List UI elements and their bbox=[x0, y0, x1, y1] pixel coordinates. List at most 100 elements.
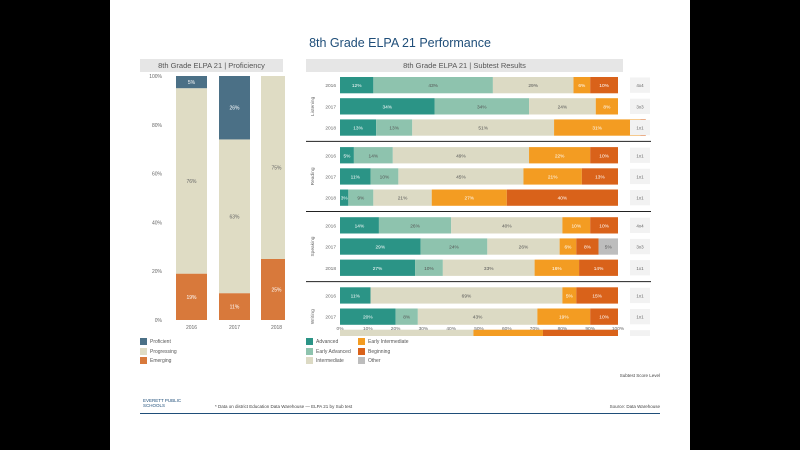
data-label: 34% bbox=[477, 104, 487, 110]
data-label: 26% bbox=[519, 245, 529, 251]
side-label: 1x1 bbox=[636, 315, 644, 320]
side-box bbox=[630, 217, 650, 233]
bar-segment bbox=[576, 238, 599, 255]
subtest-legend-col1: Advanced Early Advanced Intermediate bbox=[306, 338, 351, 367]
legend-label: Intermediate bbox=[316, 358, 344, 364]
data-label: 8% bbox=[403, 315, 411, 321]
data-label: 11% bbox=[351, 174, 361, 180]
side-label: 4x4 bbox=[636, 223, 644, 228]
subtest-label: Reading bbox=[310, 167, 316, 185]
side-label: 1x1 bbox=[636, 266, 644, 271]
bar-segment bbox=[412, 119, 555, 136]
data-label: 6% bbox=[564, 245, 572, 251]
data-label: 29% bbox=[528, 83, 538, 89]
data-label: 14% bbox=[355, 223, 365, 229]
bar-segment bbox=[370, 287, 563, 304]
side-box bbox=[630, 190, 650, 206]
legend-label: Advanced bbox=[316, 339, 339, 345]
data-label: 10% bbox=[599, 315, 609, 321]
bar-segment bbox=[176, 76, 207, 89]
data-label: 29% bbox=[376, 245, 386, 251]
data-label: 5% bbox=[605, 245, 613, 251]
y-tick-label: 60% bbox=[152, 172, 163, 178]
bar-segment bbox=[340, 217, 379, 234]
data-label: 5% bbox=[343, 153, 351, 159]
side-box bbox=[630, 77, 650, 93]
year-label: 2017 bbox=[325, 315, 336, 321]
data-label: 20% bbox=[363, 315, 373, 321]
data-label: 6% bbox=[578, 83, 586, 89]
district-logo: EVERETT PUBLIC SCHOOLS bbox=[143, 398, 182, 408]
year-label: 2016 bbox=[325, 293, 336, 299]
bar-segment bbox=[353, 147, 393, 164]
side-box bbox=[630, 119, 650, 136]
bar-segment bbox=[373, 189, 432, 206]
year-label: 2016 bbox=[325, 223, 336, 229]
data-label: 75% bbox=[271, 166, 282, 172]
data-label: 13% bbox=[595, 174, 605, 180]
bar-segment bbox=[537, 308, 591, 325]
bar-segment bbox=[590, 77, 618, 94]
bar-segment bbox=[340, 147, 354, 164]
data-label: 15% bbox=[592, 293, 602, 299]
side-box bbox=[630, 330, 650, 336]
bar-segment bbox=[340, 287, 371, 304]
legend-item-other: Other bbox=[358, 357, 409, 367]
legend-item-intermediate: Intermediate bbox=[306, 357, 351, 367]
bar-segment bbox=[370, 168, 399, 185]
data-label: 9% bbox=[357, 196, 365, 202]
bar-segment bbox=[473, 329, 543, 336]
year-label: 2016 bbox=[325, 83, 336, 89]
side-box bbox=[630, 238, 650, 255]
bar-segment bbox=[219, 293, 250, 320]
legend-item-advanced: Advanced bbox=[306, 338, 351, 348]
data-label: 13% bbox=[389, 126, 399, 132]
legend-item-early-advanced: Early Advanced bbox=[306, 347, 351, 358]
slide: 8th Grade ELPA 21 Performance 8th Grade … bbox=[110, 0, 690, 450]
bar-segment bbox=[420, 238, 488, 255]
legend-item-early-intermediate: Early Intermediate bbox=[358, 338, 409, 348]
data-label: 26% bbox=[229, 106, 240, 112]
bar-segment bbox=[373, 77, 493, 94]
proficiency-panel-header: 8th Grade ELPA 21 | Proficiency bbox=[140, 59, 283, 72]
side-label: 1x1 bbox=[636, 153, 644, 158]
data-label: 8% bbox=[603, 104, 611, 110]
bar-segment bbox=[415, 259, 443, 276]
x-tick-label: 100% bbox=[612, 326, 625, 332]
proficiency-legend: Proficient Progressing Emerging bbox=[140, 338, 177, 367]
data-label: 43% bbox=[428, 83, 438, 89]
side-label: 3x3 bbox=[636, 104, 644, 109]
bar-segment bbox=[261, 76, 285, 259]
data-label: 5% bbox=[566, 293, 574, 299]
footer-note: * Data on district Education Data Wareho… bbox=[215, 404, 353, 409]
bar-segment bbox=[434, 98, 530, 115]
legend-label: Progressing bbox=[150, 348, 177, 355]
subtest-panel-header: 8th Grade ELPA 21 | Subtest Results bbox=[306, 59, 623, 72]
bar-segment bbox=[598, 238, 618, 255]
data-label: 21% bbox=[398, 196, 408, 202]
x-tick-label: 80% bbox=[558, 326, 568, 332]
data-label: 21% bbox=[548, 174, 558, 180]
year-label: 2018 bbox=[325, 126, 336, 132]
bar-segment bbox=[431, 189, 507, 206]
bar-segment bbox=[392, 147, 530, 164]
bar-segment bbox=[523, 168, 582, 185]
subtest-label: Writing bbox=[310, 309, 316, 324]
side-label: 1x1 bbox=[636, 174, 644, 179]
x-tick-label: 2018 bbox=[271, 325, 282, 331]
legend-label: Emerging bbox=[150, 358, 172, 364]
bar-segment bbox=[562, 217, 591, 234]
legend-label: Early Intermediate bbox=[368, 339, 409, 345]
side-label: 4x4 bbox=[636, 83, 644, 88]
data-label: 10% bbox=[599, 83, 609, 89]
bar-segment bbox=[576, 287, 618, 304]
score-level-note: Subtest Score Level bbox=[619, 373, 660, 378]
data-label: 8% bbox=[584, 245, 592, 251]
bar-segment bbox=[554, 119, 641, 136]
bar-segment bbox=[340, 98, 435, 115]
data-label: 10% bbox=[380, 174, 390, 180]
bar-segment bbox=[340, 168, 371, 185]
bar-segment bbox=[595, 98, 618, 115]
x-tick-label: 90% bbox=[585, 326, 595, 332]
data-label: 51% bbox=[478, 126, 488, 132]
